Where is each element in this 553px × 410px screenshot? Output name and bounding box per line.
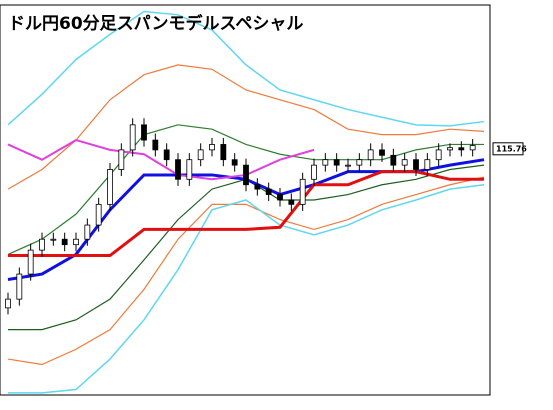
candle-body — [413, 159, 419, 170]
candle-body — [118, 149, 125, 170]
indicator-line — [7, 139, 315, 181]
candle-body — [367, 149, 374, 161]
candle-body — [356, 159, 363, 166]
candle-body — [424, 159, 431, 170]
candle-body — [175, 159, 181, 180]
indicator-line — [8, 170, 484, 258]
candle-body — [469, 145, 476, 151]
candle-body — [95, 203, 102, 226]
candle-body — [333, 159, 340, 166]
candle-body — [209, 144, 215, 151]
candle-body — [379, 149, 385, 156]
last-price-label: 115.76 — [496, 144, 527, 153]
candle-body — [254, 184, 261, 190]
candle-body — [39, 238, 45, 251]
labels: 115.76 — [492, 142, 527, 156]
candle-body — [129, 124, 136, 151]
candle-body — [390, 154, 397, 166]
candle-body — [401, 159, 408, 166]
candle-body — [152, 139, 159, 151]
candle-body — [243, 164, 249, 186]
chart-title: ドル円60分足スパンモデルスペシャル — [8, 13, 303, 34]
last-price-box — [492, 142, 524, 156]
indicator-line — [7, 64, 485, 190]
candle-body — [322, 159, 329, 166]
candle-body — [345, 164, 351, 167]
candle-body — [27, 249, 34, 275]
candle-body — [5, 298, 11, 309]
candle-body — [84, 224, 91, 240]
indicator-line — [8, 184, 485, 394]
candle-body — [458, 147, 465, 151]
candle-body — [50, 238, 57, 241]
candle-body — [231, 159, 238, 166]
candle-body — [311, 164, 317, 180]
candle-body — [141, 124, 147, 141]
candle-body — [277, 194, 283, 201]
candle-body — [107, 169, 113, 205]
indicator-line — [7, 176, 485, 366]
candle-body — [186, 159, 193, 180]
candle-body — [197, 149, 204, 161]
candle-body — [435, 149, 442, 161]
indicator-line — [7, 124, 484, 256]
candle-body — [61, 238, 68, 246]
candle-body — [288, 199, 295, 205]
candle-body — [220, 144, 227, 161]
candle-body — [447, 147, 453, 151]
candle-body — [16, 273, 23, 300]
candle-body — [73, 238, 79, 246]
candle-body — [299, 178, 306, 205]
candle-body — [265, 188, 272, 195]
marks — [5, 10, 485, 394]
candle-body — [163, 149, 170, 161]
indicator-line — [7, 10, 485, 127]
